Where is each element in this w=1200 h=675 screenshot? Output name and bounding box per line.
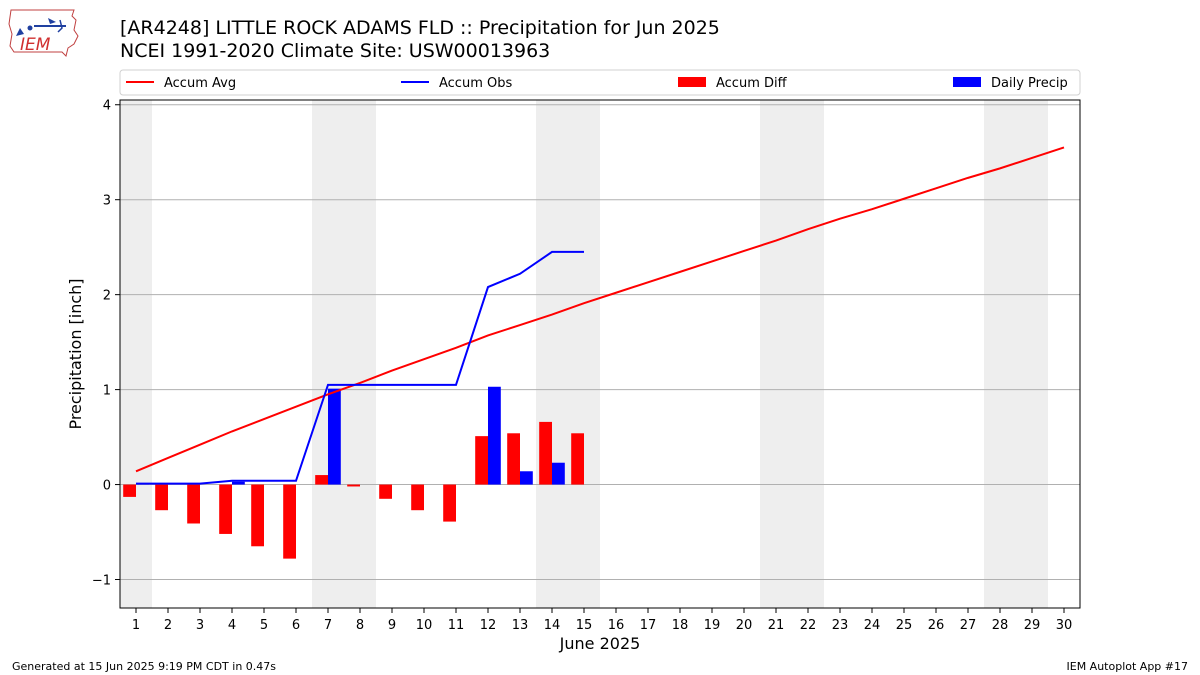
x-tick-label: 21 <box>768 618 785 633</box>
weekend-shade <box>120 100 152 608</box>
accum-diff-bar <box>411 484 424 511</box>
x-tick-label: 5 <box>260 618 268 633</box>
weekend-shade <box>760 100 824 608</box>
y-tick-label: 1 <box>103 384 111 399</box>
x-tick-label: 2 <box>164 618 172 633</box>
weekend-shade <box>536 100 600 608</box>
y-tick-label: 4 <box>103 99 111 114</box>
x-tick-label: 1 <box>132 618 140 633</box>
daily-precip-bar <box>488 386 501 485</box>
daily-precip-bar <box>552 462 565 485</box>
accum-diff-bar <box>251 484 264 547</box>
x-tick-label: 29 <box>1024 618 1041 633</box>
x-tick-label: 10 <box>416 618 433 633</box>
y-axis-label: Precipitation [inch] <box>66 278 85 429</box>
accum-diff-bar <box>315 475 328 485</box>
x-tick-label: 6 <box>292 618 300 633</box>
y-tick-label: 3 <box>103 194 111 209</box>
x-tick-label: 23 <box>832 618 849 633</box>
x-tick-label: 15 <box>576 618 593 633</box>
x-tick-label: 9 <box>388 618 396 633</box>
y-tick-label: 2 <box>103 289 111 304</box>
x-tick-label: 14 <box>544 618 561 633</box>
x-tick-label: 22 <box>800 618 817 633</box>
accum-diff-bar <box>443 484 456 522</box>
accum-diff-bar <box>283 484 296 559</box>
y-tick-label: 0 <box>103 479 111 494</box>
iem-logo: IEM <box>8 9 79 57</box>
x-tick-label: 3 <box>196 618 204 633</box>
legend-label: Daily Precip <box>991 76 1068 91</box>
x-tick-label: 27 <box>960 618 977 633</box>
weekend-shade <box>312 100 376 608</box>
x-tick-label: 7 <box>324 618 332 633</box>
x-tick-label: 30 <box>1056 618 1073 633</box>
iem-logo-text: IEM <box>20 35 51 55</box>
accum-diff-bar <box>507 433 520 485</box>
generated-timestamp: Generated at 15 Jun 2025 9:19 PM CDT in … <box>12 660 277 673</box>
legend-label: Accum Obs <box>439 76 512 91</box>
chart-subtitle: NCEI 1991-2020 Climate Site: USW00013963 <box>120 40 551 62</box>
plot-frame <box>119 99 1081 609</box>
x-tick-label: 26 <box>928 618 945 633</box>
accum-diff-bar <box>347 484 360 487</box>
accum-diff-bar <box>155 484 168 511</box>
accum-diff-bar <box>379 484 392 499</box>
x-tick-label: 12 <box>480 618 497 633</box>
legend-label: Accum Avg <box>164 76 236 91</box>
chart-title: [AR4248] LITTLE ROCK ADAMS FLD :: Precip… <box>120 17 720 39</box>
accum-diff-bar <box>187 484 200 524</box>
x-tick-label: 20 <box>736 618 753 633</box>
accum-avg-line <box>135 146 1065 473</box>
x-tick-label: 17 <box>640 618 657 633</box>
daily-precip-bar <box>232 481 245 485</box>
weekend-shade <box>984 100 1048 608</box>
x-tick-label: 28 <box>992 618 1009 633</box>
app-id: IEM Autoplot App #17 <box>1066 660 1189 673</box>
x-tick-label: 13 <box>512 618 529 633</box>
x-tick-label: 4 <box>228 618 236 633</box>
daily-precip-bar <box>328 388 341 485</box>
accum-obs-line <box>136 250 584 485</box>
accum-diff-bar <box>123 484 136 497</box>
x-tick-label: 24 <box>864 618 881 633</box>
legend-label: Accum Diff <box>716 76 788 91</box>
x-tick-label: 8 <box>356 618 364 633</box>
accum-diff-bar <box>571 433 584 485</box>
legend-swatch <box>678 77 706 87</box>
y-tick-label: −1 <box>92 574 111 589</box>
x-tick-label: 18 <box>672 618 689 633</box>
legend-swatch <box>953 77 981 87</box>
x-axis-label: June 2025 <box>559 634 641 653</box>
daily-precip-bar <box>520 471 533 485</box>
x-tick-label: 19 <box>704 618 721 633</box>
accum-diff-bar <box>475 436 488 485</box>
accum-diff-bar <box>219 484 232 534</box>
x-tick-label: 11 <box>448 618 465 633</box>
x-tick-label: 25 <box>896 618 913 633</box>
x-tick-label: 16 <box>608 618 625 633</box>
accum-diff-bar <box>539 421 552 485</box>
legend-box <box>119 69 1081 96</box>
